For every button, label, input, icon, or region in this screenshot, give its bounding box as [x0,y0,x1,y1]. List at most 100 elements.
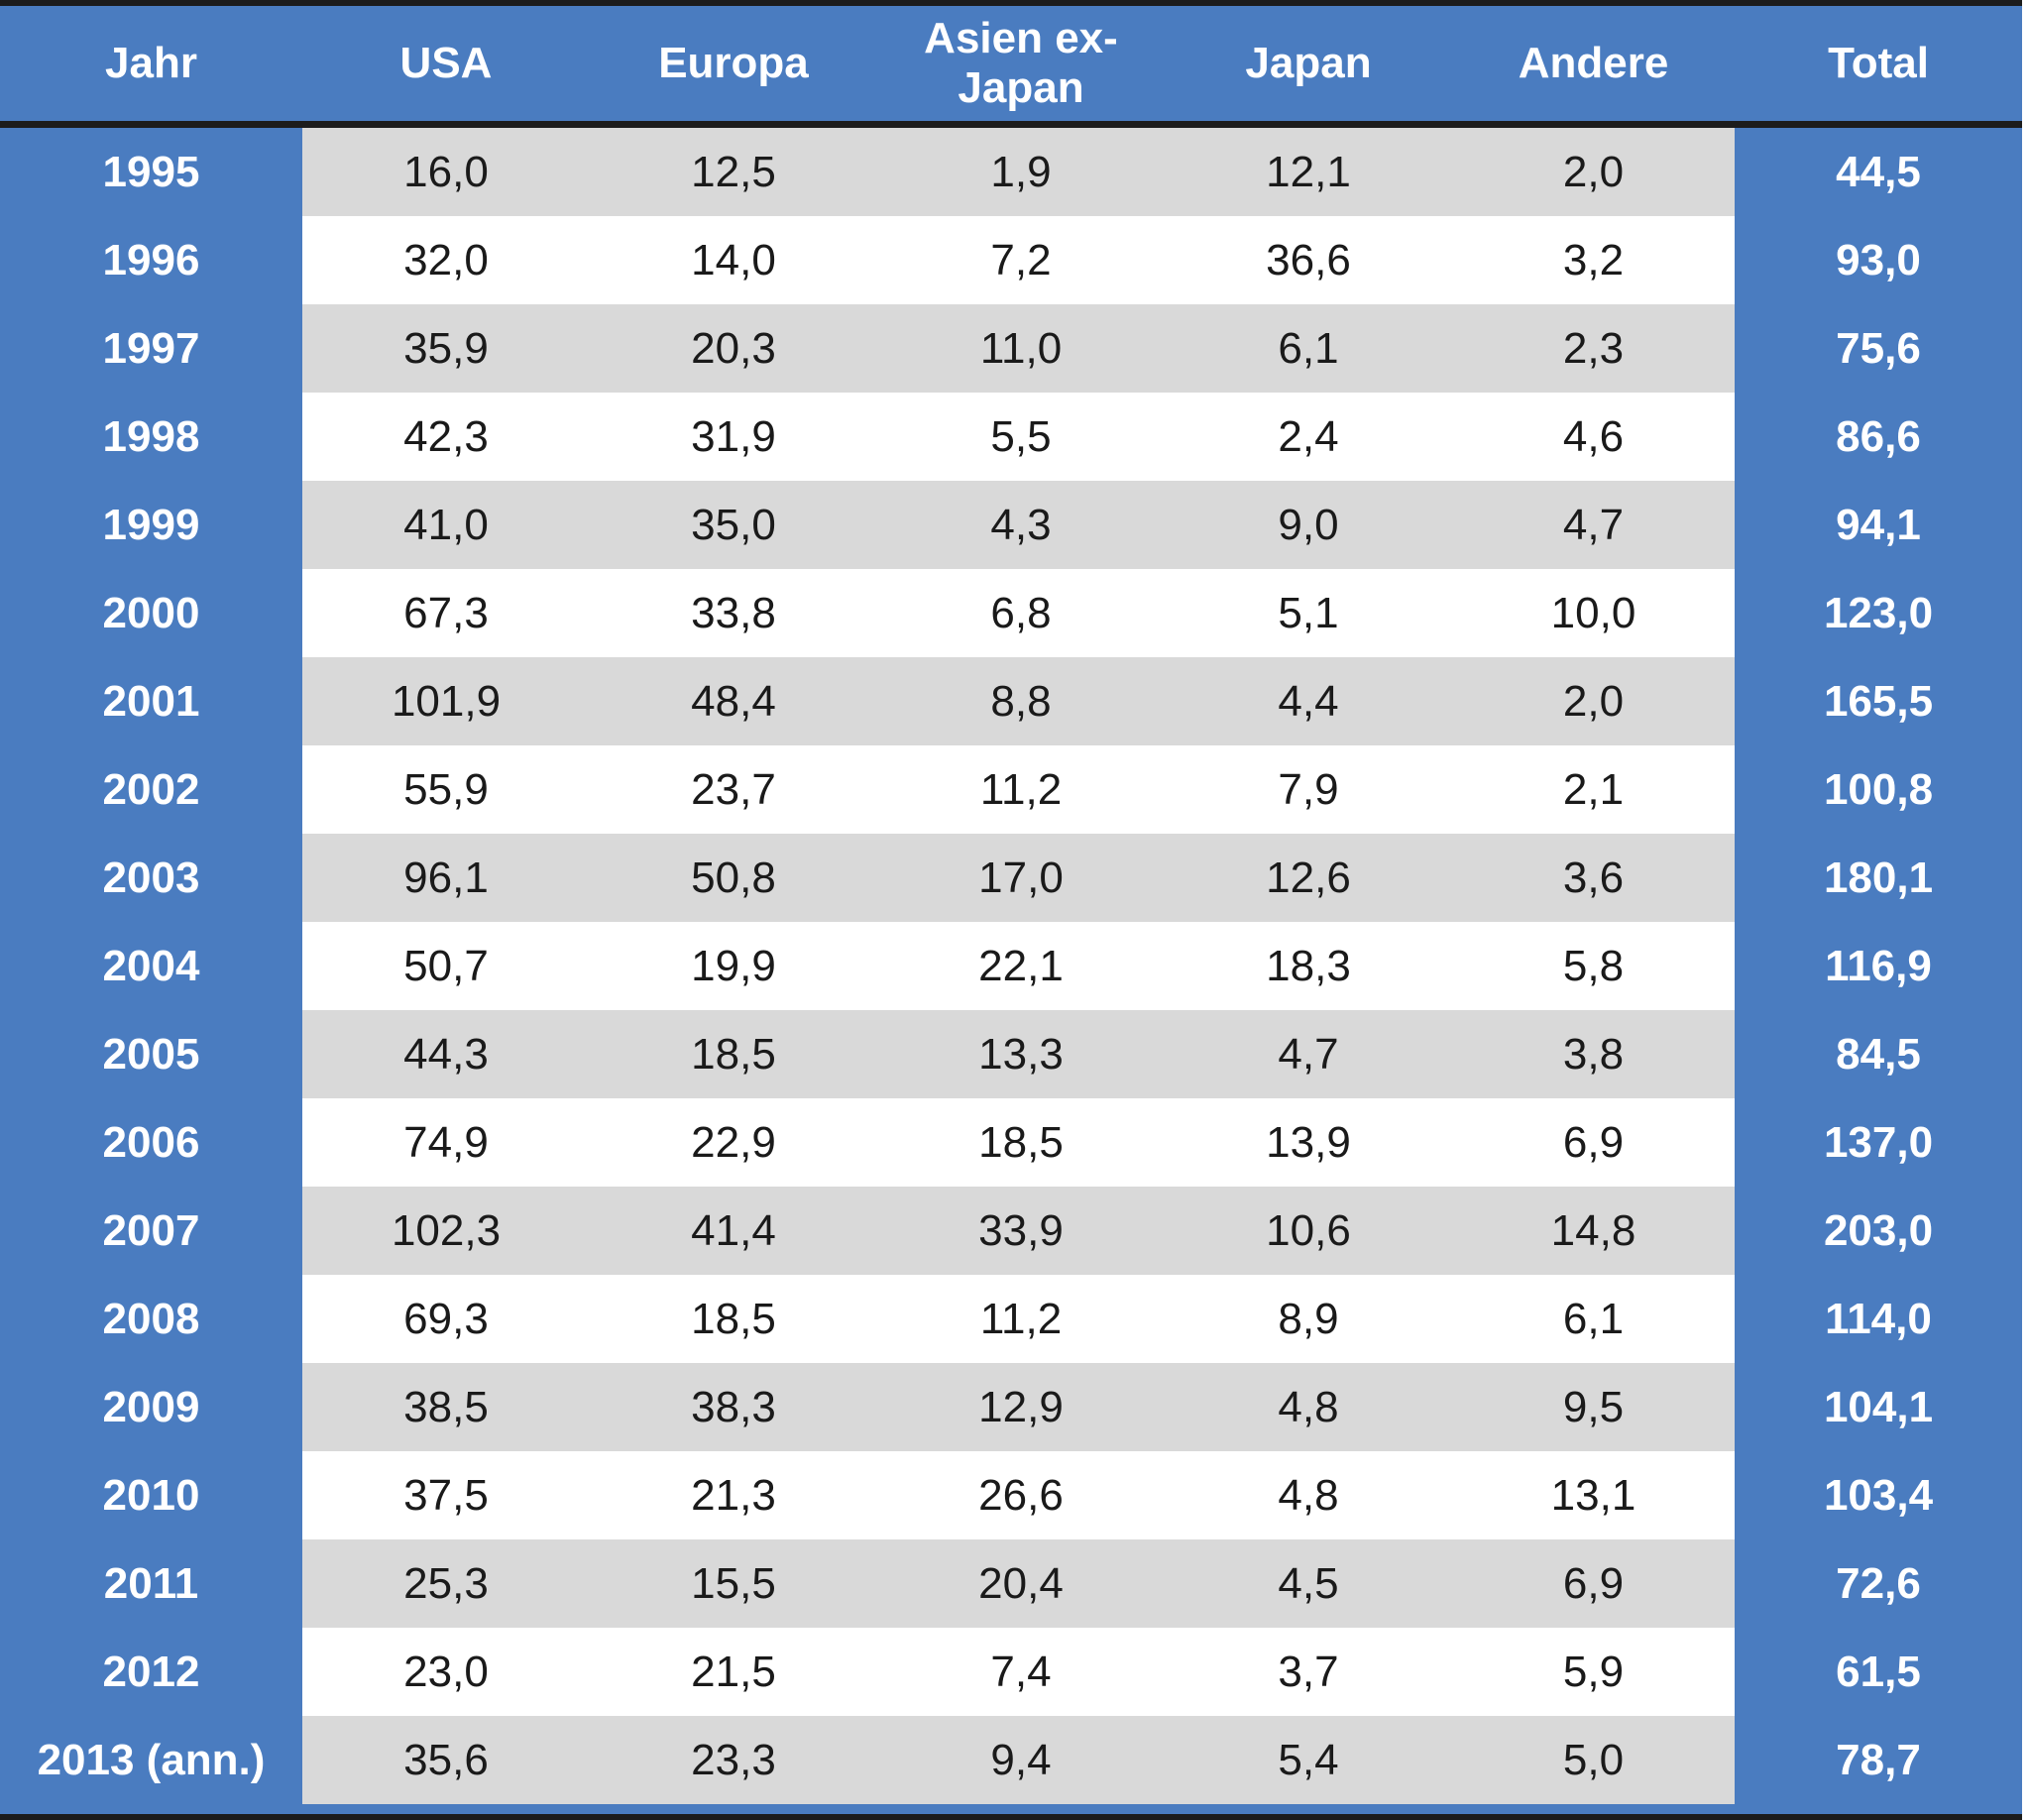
cell-japan: 4,7 [1165,1010,1452,1098]
cell-total: 116,9 [1735,922,2022,1010]
cell-europa: 15,5 [590,1539,877,1628]
table-row: 2005 44,3 18,5 13,3 4,7 3,8 84,5 [0,1010,2022,1098]
cell-andere: 2,1 [1452,745,1735,834]
cell-europa: 19,9 [590,922,877,1010]
cell-asien-ex-japan: 13,3 [877,1010,1165,1098]
cell-europa: 14,0 [590,216,877,304]
cell-year: 2011 [0,1539,302,1628]
cell-asien-ex-japan: 11,0 [877,304,1165,393]
table-row: 2007 102,3 41,4 33,9 10,6 14,8 203,0 [0,1187,2022,1275]
cell-year: 2013 (ann.) [0,1716,302,1804]
cell-asien-ex-japan: 12,9 [877,1363,1165,1451]
cell-year: 2000 [0,569,302,657]
cell-japan: 4,8 [1165,1363,1452,1451]
cell-year: 1996 [0,216,302,304]
cell-usa: 67,3 [302,569,590,657]
cell-asien-ex-japan: 20,4 [877,1539,1165,1628]
cell-usa: 35,9 [302,304,590,393]
cell-japan: 36,6 [1165,216,1452,304]
header-japan: Japan [1165,6,1452,128]
header-asien-ex-japan: Asien ex-Japan [877,6,1165,128]
cell-andere: 6,1 [1452,1275,1735,1363]
cell-year: 1995 [0,124,302,216]
cell-japan: 4,4 [1165,657,1452,745]
table-body: 1995 16,0 12,5 1,9 12,1 2,0 44,5 1996 32,0 14,0 7,… [0,124,2022,1804]
cell-andere: 5,8 [1452,922,1735,1010]
cell-europa: 21,3 [590,1451,877,1539]
cell-japan: 8,9 [1165,1275,1452,1363]
cell-andere: 3,8 [1452,1010,1735,1098]
table-row: 1996 32,0 14,0 7,2 36,6 3,2 93,0 [0,216,2022,304]
table-row: 2000 67,3 33,8 6,8 5,1 10,0 123,0 [0,569,2022,657]
cell-andere: 9,5 [1452,1363,1735,1451]
cell-total: 103,4 [1735,1451,2022,1539]
cell-europa: 23,3 [590,1716,877,1804]
cell-usa: 25,3 [302,1539,590,1628]
cell-total: 84,5 [1735,1010,2022,1098]
cell-andere: 2,3 [1452,304,1735,393]
cell-europa: 18,5 [590,1010,877,1098]
cell-andere: 5,0 [1452,1716,1735,1804]
cell-andere: 6,9 [1452,1098,1735,1187]
table-row: 2012 23,0 21,5 7,4 3,7 5,9 61,5 [0,1628,2022,1716]
cell-japan: 12,1 [1165,124,1452,216]
cell-europa: 35,0 [590,481,877,569]
table-header: Jahr USA Europa Asien ex-Japan Japan And… [0,6,2022,128]
cell-total: 86,6 [1735,393,2022,481]
cell-japan: 10,6 [1165,1187,1452,1275]
cell-asien-ex-japan: 1,9 [877,124,1165,216]
cell-year: 2004 [0,922,302,1010]
cell-total: 100,8 [1735,745,2022,834]
cell-year: 2008 [0,1275,302,1363]
cell-andere: 3,6 [1452,834,1735,922]
cell-europa: 23,7 [590,745,877,834]
cell-total: 104,1 [1735,1363,2022,1451]
cell-asien-ex-japan: 9,4 [877,1716,1165,1804]
cell-europa: 50,8 [590,834,877,922]
cell-europa: 18,5 [590,1275,877,1363]
data-table: Jahr USA Europa Asien ex-Japan Japan And… [0,6,2022,1804]
header-row: Jahr USA Europa Asien ex-Japan Japan And… [0,6,2022,128]
cell-usa: 96,1 [302,834,590,922]
cell-year: 2012 [0,1628,302,1716]
cell-total: 203,0 [1735,1187,2022,1275]
cell-japan: 12,6 [1165,834,1452,922]
cell-total: 114,0 [1735,1275,2022,1363]
cell-japan: 9,0 [1165,481,1452,569]
cell-andere: 10,0 [1452,569,1735,657]
header-total: Total [1735,6,2022,128]
cell-europa: 21,5 [590,1628,877,1716]
cell-japan: 4,5 [1165,1539,1452,1628]
cell-japan: 7,9 [1165,745,1452,834]
table-row: 1997 35,9 20,3 11,0 6,1 2,3 75,6 [0,304,2022,393]
cell-year: 2005 [0,1010,302,1098]
cell-asien-ex-japan: 7,2 [877,216,1165,304]
cell-europa: 20,3 [590,304,877,393]
table-row: 2010 37,5 21,3 26,6 4,8 13,1 103,4 [0,1451,2022,1539]
header-jahr: Jahr [0,6,302,128]
cell-usa: 41,0 [302,481,590,569]
cell-usa: 35,6 [302,1716,590,1804]
cell-andere: 14,8 [1452,1187,1735,1275]
cell-andere: 2,0 [1452,124,1735,216]
table-row: 2001 101,9 48,4 8,8 4,4 2,0 165,5 [0,657,2022,745]
cell-total: 61,5 [1735,1628,2022,1716]
cell-total: 44,5 [1735,124,2022,216]
cell-usa: 74,9 [302,1098,590,1187]
cell-asien-ex-japan: 6,8 [877,569,1165,657]
cell-andere: 4,6 [1452,393,1735,481]
cell-japan: 5,1 [1165,569,1452,657]
table-row: 2003 96,1 50,8 17,0 12,6 3,6 180,1 [0,834,2022,922]
cell-japan: 18,3 [1165,922,1452,1010]
cell-usa: 101,9 [302,657,590,745]
cell-europa: 12,5 [590,124,877,216]
cell-usa: 37,5 [302,1451,590,1539]
cell-year: 1998 [0,393,302,481]
table-row: 2004 50,7 19,9 22,1 18,3 5,8 116,9 [0,922,2022,1010]
cell-total: 72,6 [1735,1539,2022,1628]
cell-total: 93,0 [1735,216,2022,304]
cell-andere: 3,2 [1452,216,1735,304]
cell-year: 2001 [0,657,302,745]
